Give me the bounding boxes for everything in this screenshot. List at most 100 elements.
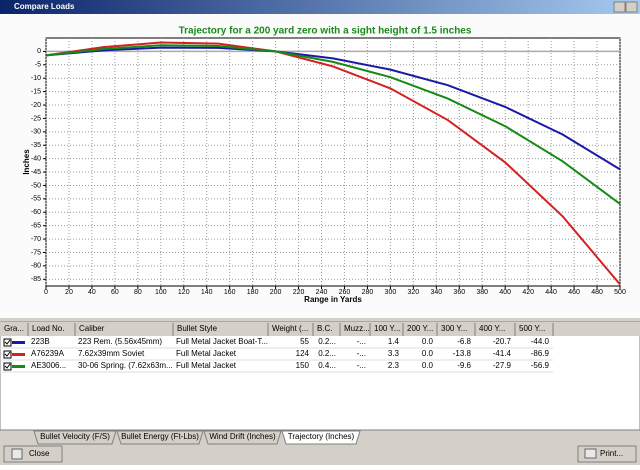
x-tick-label: 60 (111, 289, 119, 296)
column-header: B.C. (317, 324, 333, 333)
y-tick-label: -30 (31, 129, 41, 136)
table-cell: Full Metal Jacket (176, 349, 237, 358)
table-cell: 0.0 (422, 349, 434, 358)
table-cell: -20.7 (493, 337, 512, 346)
x-tick-label: 380 (476, 289, 488, 296)
y-tick-label: -10 (31, 75, 41, 82)
table-cell: 3.3 (388, 349, 400, 358)
title-bar (0, 0, 640, 14)
x-tick-label: 460 (568, 289, 580, 296)
row-checkbox (3, 338, 12, 347)
tab[interactable] (116, 430, 204, 445)
close-label: Close (29, 449, 50, 458)
y-tick-label: -85 (31, 276, 41, 283)
tab-label: Bullet Energy (Ft-Lbs) (121, 432, 199, 441)
x-tick-label: 20 (65, 289, 73, 296)
table-cell: -9.6 (457, 361, 471, 370)
column-header: Bullet Style (177, 324, 218, 333)
x-tick-label: 100 (155, 289, 167, 296)
y-tick-label: -25 (31, 115, 41, 122)
chart-title: Trajectory for a 200 yard zero with a si… (179, 26, 472, 37)
table-cell: 0.0 (422, 361, 434, 370)
table-cell: Full Metal Jacket (176, 361, 237, 370)
tab[interactable] (33, 430, 117, 445)
series-line (45, 46, 621, 171)
y-tick-label: -15 (31, 88, 41, 95)
y-tick-label: -55 (31, 196, 41, 203)
column-header: Weight (... (272, 324, 308, 333)
row-swatch (12, 365, 25, 368)
table-cell: 223 Rem. (5.56x45mm) (78, 337, 162, 346)
table-cell: 150 (296, 361, 310, 370)
close-window[interactable] (625, 1, 638, 13)
column-header: 100 Y... (374, 324, 400, 333)
y-tick-label: -75 (31, 249, 41, 256)
check (4, 351, 11, 357)
table-header (0, 322, 640, 336)
x-tick-label: 180 (247, 289, 259, 296)
tab[interactable] (281, 430, 361, 445)
y-tick-label: -70 (31, 236, 41, 243)
table-cell: 223B (31, 337, 50, 346)
table-cell: 55 (300, 337, 309, 346)
close-icon (11, 448, 23, 460)
table-cell: 2.3 (388, 361, 400, 370)
table-cell: -27.9 (493, 361, 512, 370)
y-tick-label: -35 (31, 142, 41, 149)
y-tick-label: -80 (31, 263, 41, 270)
table-cell: 124 (296, 349, 310, 358)
x-tick-label: 440 (545, 289, 557, 296)
x-tick-label: 420 (522, 289, 534, 296)
print-icon (584, 448, 597, 459)
print-label: Print... (600, 449, 623, 458)
x-tick-label: 500 (614, 289, 626, 296)
x-tick-label: 360 (453, 289, 465, 296)
y-tick-label: -45 (31, 169, 41, 176)
x-tick-label: 160 (224, 289, 236, 296)
table-cell: 7.62x39mm Soviet (78, 349, 145, 358)
splitter[interactable] (0, 318, 640, 322)
check (4, 339, 11, 345)
table-cell: 0.2... (318, 349, 336, 358)
column-header: Load No. (32, 324, 64, 333)
table-cell: AE3006... (31, 361, 66, 370)
table-cell: -41.4 (493, 349, 512, 358)
table-cell: -44.0 (531, 337, 550, 346)
series-line (45, 41, 621, 286)
x-tick-label: 80 (134, 289, 142, 296)
y-tick-label: -5 (35, 62, 41, 69)
table-cell: -86.9 (531, 349, 550, 358)
tab-label: Trajectory (Inches) (288, 432, 355, 441)
x-tick-label: 120 (178, 289, 190, 296)
tab-label: Bullet Velocity (F/S) (40, 432, 110, 441)
restore-window[interactable] (613, 1, 626, 13)
tab[interactable] (203, 430, 282, 445)
column-header: 400 Y... (479, 324, 505, 333)
table-cell: 0.2... (318, 337, 336, 346)
table-cell: -... (357, 349, 366, 358)
column-header: 300 Y... (441, 324, 467, 333)
row-swatch (12, 341, 25, 344)
check (4, 363, 11, 369)
table-cell: -6.8 (457, 337, 471, 346)
x-tick-label: 140 (201, 289, 213, 296)
table (0, 321, 640, 431)
x-tick-label: 340 (430, 289, 442, 296)
table-cell: -... (357, 337, 366, 346)
series-line (45, 44, 621, 205)
column-header: 200 Y... (407, 324, 433, 333)
window-title: Compare Loads (14, 2, 75, 11)
x-tick-label: 240 (316, 289, 328, 296)
table-cell: A76239A (31, 349, 65, 358)
table-cell: -... (357, 361, 366, 370)
y-tick-label: -20 (31, 102, 41, 109)
table-cell: 1.4 (388, 337, 400, 346)
plot-area (45, 37, 621, 287)
x-tick-label: 260 (339, 289, 351, 296)
table-cell: 0.4... (318, 361, 336, 370)
table-cell: Full Metal Jacket Boat-T... (176, 337, 268, 346)
table-cell: -56.9 (531, 361, 550, 370)
tab-label: Wind Drift (Inches) (209, 432, 276, 441)
column-header: 500 Y... (519, 324, 545, 333)
